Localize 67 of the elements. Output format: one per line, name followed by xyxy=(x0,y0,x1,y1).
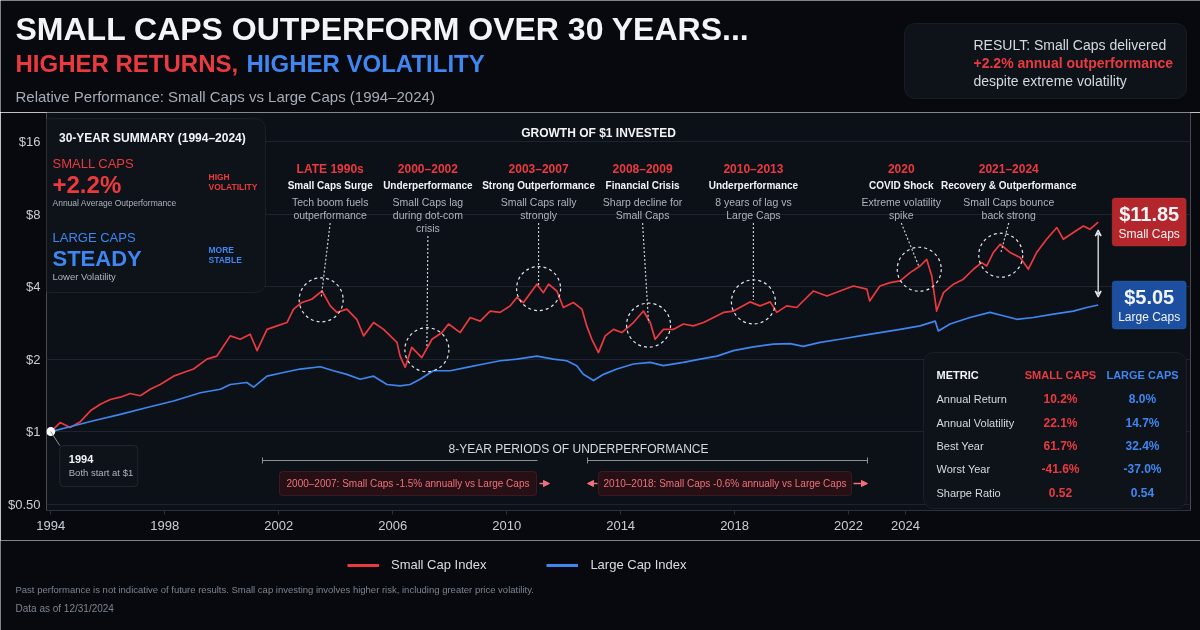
annotation: Worst Year xyxy=(936,462,991,475)
annotation: -37.0% xyxy=(1123,461,1162,476)
annotation: MORE STABLE xyxy=(208,244,243,266)
annotation: 10.2% xyxy=(1043,391,1078,406)
annotation: 0.52 xyxy=(1048,486,1073,500)
annotation: 2020 COVID Shock Extreme volatility spike xyxy=(861,162,942,221)
x-tick-label: 1998 xyxy=(150,517,180,533)
annotation: LATE 1990s Small Caps Surge Tech boom fuels outperformance xyxy=(287,161,374,221)
annotation: Sharpe Ratio xyxy=(936,486,1001,499)
annotation: GROWTH OF $1 INVESTED xyxy=(521,125,677,140)
annotation: 30-YEAR SUMMARY (1994–2024) xyxy=(59,130,246,145)
x-tick-label: 2002 xyxy=(264,517,294,533)
annotation: SMALL CAPS xyxy=(52,156,134,171)
annotation: 14.7% xyxy=(1125,415,1160,430)
y-tick-label: $16 xyxy=(18,134,41,150)
text: Data as of 12/31/2024 xyxy=(15,603,115,614)
annotation: 0.54 xyxy=(1130,486,1155,500)
annotation: METRIC xyxy=(936,368,979,381)
annotation: 8.0% xyxy=(1128,391,1157,406)
annotation: 2000–2007: Small Caps -1.5% annually vs Large Caps xyxy=(286,478,530,489)
annotation: 2008–2009 Financial Crisis Sharp decline for Small Caps xyxy=(602,161,683,221)
y-tick-label: $0.50 xyxy=(7,496,41,512)
annotation: 2021–2024 Recovery & Outperformance Small Caps bounce back strong xyxy=(940,161,1077,221)
chart-subtitle: Relative Performance: Small Caps vs Large Caps (1994–2024) xyxy=(15,88,435,105)
annotation: 32.4% xyxy=(1125,438,1160,453)
x-tick-label: 2014 xyxy=(606,517,636,533)
chart-title: SMALL CAPS OUTPERFORM OVER 30 YEARS... xyxy=(15,10,749,47)
text: +2.2% annual outperformance xyxy=(973,54,1174,71)
annotation: $11.85 Small Caps xyxy=(1118,203,1180,242)
annotation: 2010–2018: Small Caps -0.6% annually vs Large Caps xyxy=(603,478,847,489)
annotation: 22.1% xyxy=(1043,415,1078,430)
text: HIGHER RETURNS, xyxy=(15,50,239,77)
y-tick-label: $8 xyxy=(26,206,41,222)
x-tick-label: 2018 xyxy=(720,517,750,533)
text: despite extreme volatility xyxy=(973,72,1127,89)
annotation: 2010–2013 Underperformance 8 years of lag vs Large Caps xyxy=(708,161,799,221)
annotation: 2000–2002 Underperformance Small Caps lag during dot-com crisis xyxy=(383,161,474,234)
annotation: +2.2% xyxy=(52,171,122,198)
annotation: Annual Average Outperformance xyxy=(52,197,177,208)
annotation: Annual Volatility xyxy=(936,416,1015,429)
annotation: Annual Return xyxy=(936,392,1007,405)
text: HIGHER VOLATILITY xyxy=(246,50,485,77)
x-tick-label: 2024 xyxy=(891,517,921,533)
x-tick-label: 2022 xyxy=(834,517,864,533)
annotation: -41.6% xyxy=(1041,461,1080,476)
annotation: LARGE CAPS xyxy=(1106,368,1179,381)
annotation: STEADY xyxy=(52,246,143,271)
annotation: 1994 Both start at $1 xyxy=(68,452,134,479)
annotation: 8-YEAR PERIODS OF UNDERPERFORMANCE xyxy=(448,441,709,456)
x-tick-label: 1994 xyxy=(36,517,66,533)
text: Past performance is not indicative of future results. Small cap investing involves higher risk, including greater price volatility. xyxy=(15,584,534,595)
y-tick-label: $2 xyxy=(26,351,41,367)
text: RESULT: Small Caps delivered xyxy=(973,36,1167,53)
legend-label: Small Cap Index xyxy=(391,557,487,572)
annotation: 61.7% xyxy=(1043,438,1078,453)
annotation: 2003–2007 Strong Outperformance Small Caps rally strongly xyxy=(482,161,596,221)
annotation: SMALL CAPS xyxy=(1024,368,1097,381)
x-tick-label: 2006 xyxy=(378,517,408,533)
annotation: Lower Volatility xyxy=(52,271,117,282)
y-tick-label: $4 xyxy=(26,279,41,295)
y-tick-label: $1 xyxy=(26,424,41,440)
x-tick-label: 2010 xyxy=(492,517,522,533)
annotation: LARGE CAPS xyxy=(52,230,136,245)
annotation: Best Year xyxy=(936,439,984,452)
annotation: HIGH VOLATILITY xyxy=(208,171,258,193)
legend-label: Large Cap Index xyxy=(590,557,687,572)
annotation: $5.05 Large Caps xyxy=(1118,285,1181,324)
